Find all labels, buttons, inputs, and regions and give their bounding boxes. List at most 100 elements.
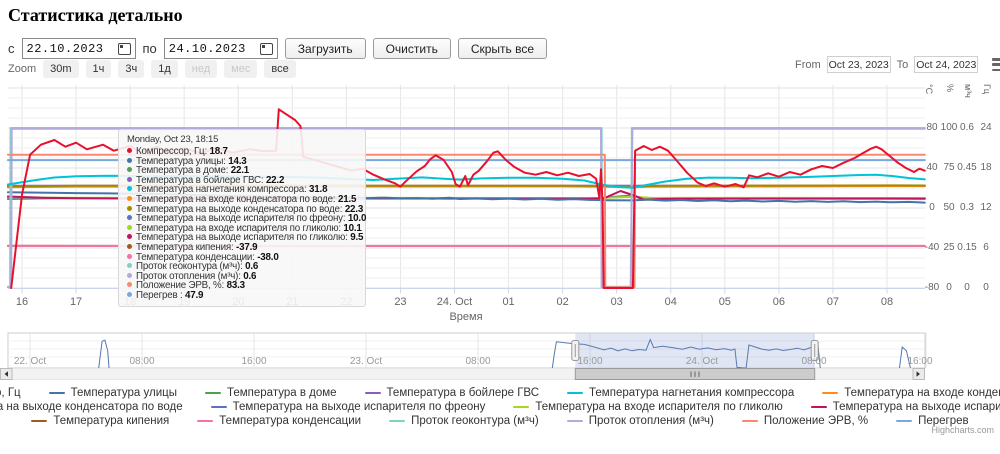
to-date-value: 24.10.2023: [168, 41, 246, 56]
legend-item[interactable]: Температура на выходе конденсатора по во…: [0, 401, 183, 413]
yaxis-flow-unit: м³ч: [963, 84, 973, 98]
range-to-input[interactable]: Oct 24, 2023: [914, 56, 979, 73]
xaxis-title: Время: [449, 311, 483, 323]
yaxis-temp-tick: 0: [929, 202, 935, 213]
chart-legend: Компрессор, Гц Температура улицы Температу…: [0, 387, 1000, 429]
series-dot-icon: [127, 148, 132, 153]
xaxis-tick: 08: [880, 296, 894, 308]
xaxis-tick: 03: [610, 296, 623, 308]
xaxis-tick: 24. Oct: [436, 296, 473, 308]
scrollbar-right-arrow-icon: [916, 371, 920, 377]
tooltip-row: Температура кипения: -37.9: [127, 243, 357, 253]
yaxis-flow-tick: 0.6: [960, 122, 974, 133]
xaxis-tick: 17: [69, 296, 83, 308]
yaxis-hz-tick: 12: [980, 202, 992, 213]
tooltip-value: 22.1: [230, 165, 250, 177]
xaxis-tick: 01: [502, 296, 515, 308]
series-dot-icon: [127, 167, 132, 173]
yaxis-pct-unit: %: [945, 84, 955, 93]
series-dot-icon: [127, 243, 132, 249]
zoom-button-30m[interactable]: 30m: [43, 60, 79, 78]
yaxis-pct-tick: 25: [943, 242, 955, 253]
legend-item[interactable]: Температура на входе испарителя по глико…: [513, 401, 783, 413]
navigator-tick: 16:00: [907, 356, 933, 367]
legend-marker-icon: [210, 406, 227, 408]
tooltip-row: Проток отопления (м³ч): 0.6: [127, 270, 357, 282]
legend-item[interactable]: Температура на выходе испарителя по глик…: [810, 401, 1000, 413]
zoom-button-3ч[interactable]: 3ч: [118, 60, 145, 78]
series-dot-icon: [127, 224, 132, 230]
series-dot-icon: [127, 215, 132, 221]
yaxis-flow-tick: 0.3: [960, 202, 974, 213]
scrollbar-left-arrow-icon: [4, 371, 8, 377]
tooltip-row: Температура на выходе конденсатора по во…: [127, 204, 363, 215]
legend-item[interactable]: Температура на выходе испарителя по фрео…: [210, 401, 485, 413]
tooltip-row: Компрессор, Гц: 18.7: [127, 147, 357, 157]
legend-item[interactable]: Температура улицы: [48, 387, 177, 399]
tooltip-value: 10.1: [343, 222, 362, 234]
to-date-input[interactable]: 24.10.2023: [163, 38, 278, 59]
legend-item[interactable]: Температура на входе конденсатора по вод…: [822, 387, 1000, 399]
tooltip-value: 18.7: [209, 146, 228, 157]
zoom-button-1ч[interactable]: 1ч: [85, 60, 112, 78]
chart-menu-icon[interactable]: [992, 58, 1000, 71]
legend-item[interactable]: Температура в бойлере ГВС: [364, 387, 539, 399]
yaxis-hz-unit: Гц: [982, 84, 992, 95]
credits-link[interactable]: Highcharts.com: [931, 425, 994, 435]
yaxis-pct-tick: 0: [946, 282, 952, 293]
yaxis-temp-unit: °C: [924, 84, 934, 95]
legend-item[interactable]: Температура конденсации: [197, 415, 361, 427]
legend-row: Температура кипения Температура конденсац…: [0, 415, 1000, 427]
navigator-tick: 08:00: [129, 356, 155, 367]
from-date-label: с: [8, 41, 15, 56]
series-dot-icon: [127, 253, 132, 259]
xaxis-tick: 16: [15, 296, 29, 308]
xaxis-tick: 04: [664, 296, 677, 308]
legend-marker-icon: [822, 392, 839, 394]
page-title: Статистика детально: [8, 5, 183, 25]
tooltip-value: 0.6: [243, 270, 257, 282]
xaxis-tick: 05: [718, 296, 731, 308]
yaxis-temp-tick: -40: [924, 242, 940, 253]
calendar-icon[interactable]: [259, 42, 273, 55]
yaxis-hz-tick: 0: [983, 282, 989, 293]
legend-item[interactable]: Температура кипения: [31, 415, 169, 427]
zoom-button-нед: нед: [184, 60, 218, 78]
legend-item[interactable]: Положение ЭРВ, %: [741, 415, 868, 427]
zoom-button-1д[interactable]: 1д: [151, 60, 178, 78]
tooltip-row: Температура нагнетания компрессора: 31.8: [127, 185, 357, 195]
legend-item[interactable]: Температура нагнетания компрессора: [567, 387, 794, 399]
range-to-label: To: [896, 58, 909, 71]
tooltip-value: 31.8: [309, 184, 328, 196]
calendar-icon[interactable]: [117, 42, 131, 55]
tooltip-header: Monday, Oct 23, 18:15: [127, 134, 219, 145]
yaxis-flow-tick: 0.15: [957, 242, 977, 253]
from-date-input[interactable]: 22.10.2023: [21, 38, 136, 59]
navigator-tick: 24. Oct: [685, 356, 719, 367]
series-dot-icon: [127, 176, 132, 182]
tooltip-value: -37.9: [236, 241, 258, 253]
navigator-series-line: [8, 338, 925, 370]
from-date-value: 22.10.2023: [26, 41, 104, 56]
navigator-tick: 16:00: [577, 356, 603, 367]
legend-marker-icon: [567, 392, 584, 394]
legend-item[interactable]: Температура в доме: [204, 387, 337, 399]
clear-button[interactable]: Очистить: [372, 38, 451, 59]
xaxis-tick: 02: [556, 296, 569, 308]
legend-item[interactable]: Проток геоконтура (м³ч): [389, 415, 539, 427]
load-button[interactable]: Загрузить: [284, 38, 366, 59]
legend-item[interactable]: Перегрев: [896, 415, 969, 427]
series-dot-icon: [127, 205, 132, 211]
legend-item[interactable]: Компрессор, Гц: [0, 387, 21, 399]
range-from-input[interactable]: Oct 23, 2023: [826, 56, 891, 73]
legend-marker-icon: [566, 420, 583, 422]
tooltip-row: Температура на входе конденсатора по вод…: [127, 195, 357, 205]
yaxis-flow-tick: 0: [964, 282, 970, 293]
hide-all-button[interactable]: Скрыть все: [457, 38, 548, 59]
tooltip-row: Температура на выходе испарителя по фрео…: [127, 214, 366, 224]
legend-item[interactable]: Проток отопления (м³ч): [566, 415, 714, 427]
navigator-selected-range[interactable]: [575, 333, 815, 368]
zoom-button-все[interactable]: все: [264, 60, 296, 78]
to-date-label: по: [142, 41, 157, 56]
legend-marker-icon: [741, 420, 758, 422]
